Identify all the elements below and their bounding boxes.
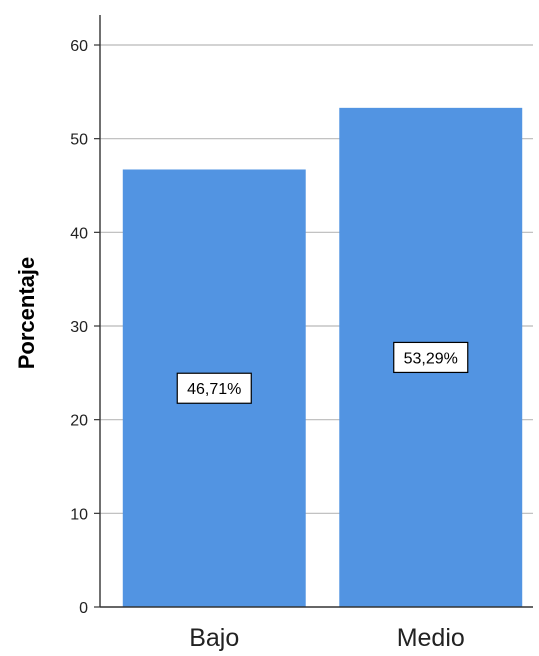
data-label-box xyxy=(176,372,252,404)
y-tick-label: 40 xyxy=(70,225,88,242)
x-tick-label-medio: Medio xyxy=(397,624,465,651)
y-tick-label: 50 xyxy=(70,132,88,149)
data-label-box xyxy=(393,341,469,374)
data-label-medio: 53,29% xyxy=(393,341,469,374)
y-tick-label: 10 xyxy=(70,506,88,523)
y-tick-label: 20 xyxy=(70,413,88,430)
y-tick-label: 30 xyxy=(70,319,88,336)
axes xyxy=(99,15,533,608)
data-label-bajo: 46,71% xyxy=(176,372,252,404)
x-tick-label-bajo: Bajo xyxy=(189,624,239,651)
data-labels: 46,71% 53,29% xyxy=(176,341,469,404)
x-ticks: Bajo Medio xyxy=(189,624,465,652)
data-label-text: 53,29% xyxy=(404,350,458,367)
y-ticks: 0 10 20 30 40 50 60 xyxy=(70,38,100,617)
y-axis-title: Porcentaje xyxy=(14,257,39,370)
data-label-text: 46,71% xyxy=(187,381,241,398)
bars xyxy=(122,107,523,607)
y-tick-label: 0 xyxy=(79,600,88,617)
y-tick-label: 60 xyxy=(70,38,88,55)
